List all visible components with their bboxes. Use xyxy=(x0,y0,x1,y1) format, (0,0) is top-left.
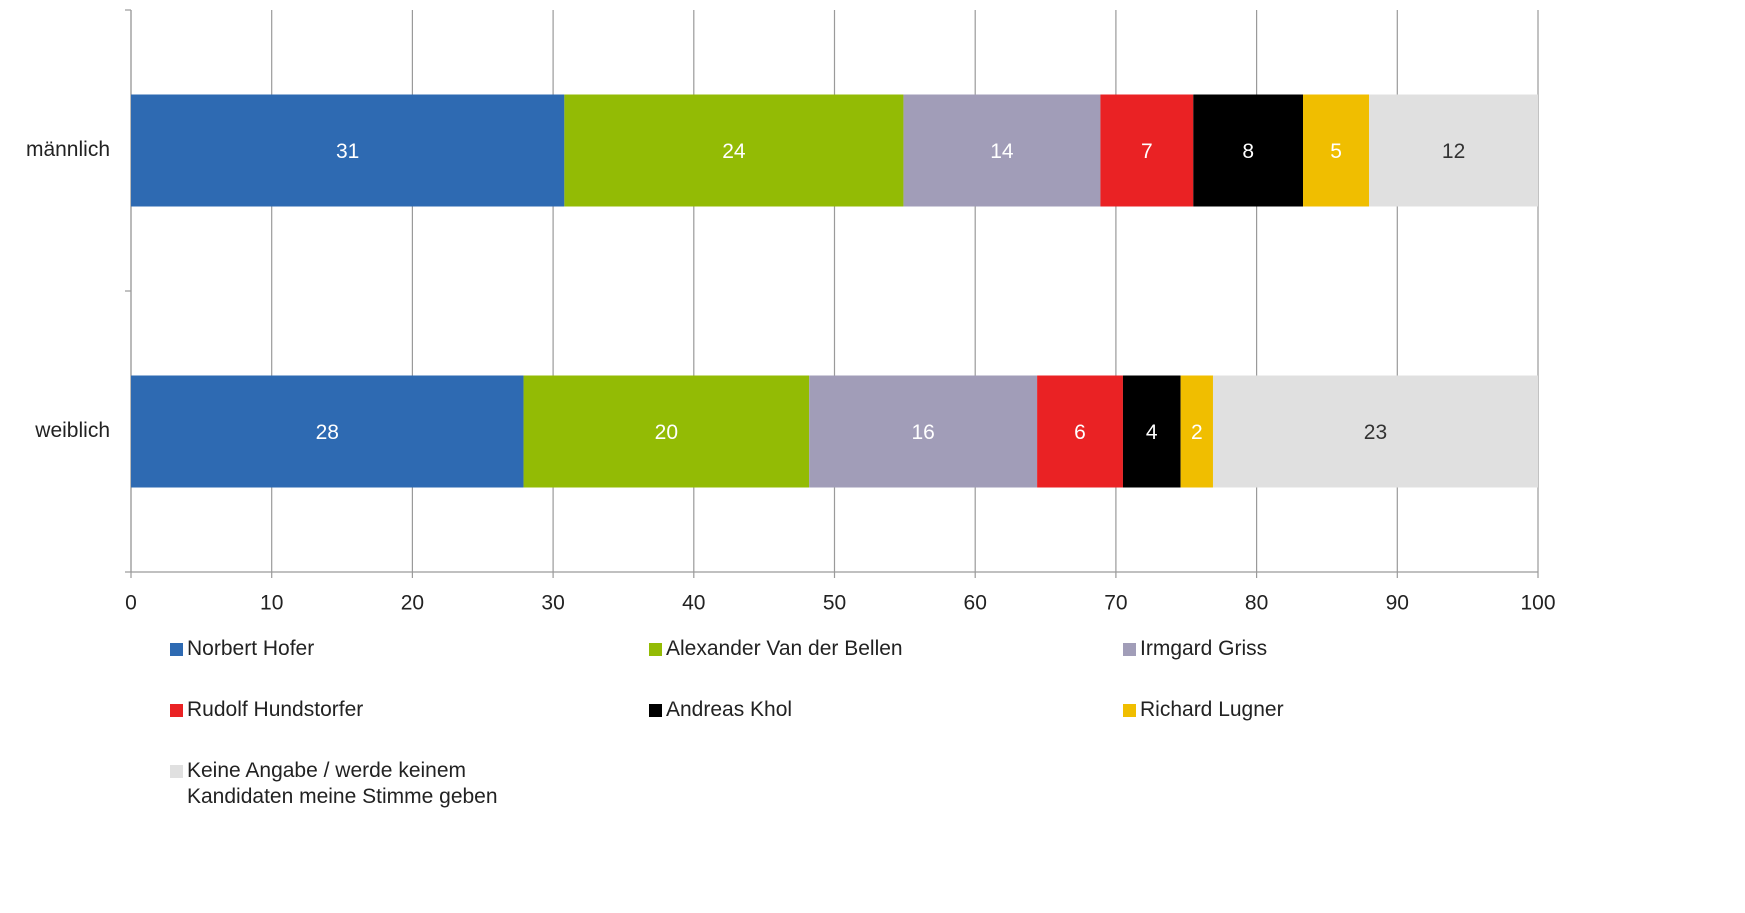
bar-segment xyxy=(523,375,810,488)
bar-segment xyxy=(1100,94,1194,207)
bar-segment xyxy=(1037,375,1123,488)
legend-item: Irmgard Griss xyxy=(1123,636,1483,662)
value-label: 20 xyxy=(655,421,678,444)
legend-swatch xyxy=(1123,643,1136,656)
legend-swatch xyxy=(1123,704,1136,717)
legend-label: Andreas Khol xyxy=(666,698,793,721)
bar-segment xyxy=(1303,94,1370,207)
value-label: 12 xyxy=(1442,140,1465,163)
x-tick-label: 20 xyxy=(401,592,424,615)
x-tick-label: 60 xyxy=(964,592,987,615)
bar-segment xyxy=(903,94,1101,207)
y-tick-label: männlich xyxy=(26,138,110,161)
x-tick-label: 70 xyxy=(1104,592,1127,615)
x-tick-label: 10 xyxy=(260,592,283,615)
x-tick-label: 0 xyxy=(125,592,137,615)
legend-swatch xyxy=(649,643,662,656)
value-label: 4 xyxy=(1146,421,1158,444)
legend-item: Andreas Khol xyxy=(649,697,1123,723)
legend-item: Keine Angabe / werde keinem Kandidaten m… xyxy=(170,758,649,810)
value-label: 2 xyxy=(1191,421,1203,444)
legend-item: Rudolf Hundstorfer xyxy=(170,697,649,723)
legend-item: Richard Lugner xyxy=(1123,697,1483,723)
x-tick-label: 90 xyxy=(1386,592,1409,615)
x-tick-label: 40 xyxy=(682,592,705,615)
value-label: 31 xyxy=(336,140,359,163)
bar-segment xyxy=(1369,94,1538,207)
value-label: 16 xyxy=(911,421,934,444)
x-tick-label: 50 xyxy=(823,592,846,615)
bar-segment xyxy=(1193,94,1304,207)
x-tick-label: 100 xyxy=(1520,592,1555,615)
legend-label: Irmgard Griss xyxy=(1140,637,1268,660)
value-label: 7 xyxy=(1141,140,1153,163)
value-label: 14 xyxy=(990,140,1014,163)
legend-swatch xyxy=(170,765,183,778)
value-label: 6 xyxy=(1074,421,1086,444)
legend-label: Keine Angabe / werde keinem Kandidaten m… xyxy=(187,759,498,808)
value-label: 8 xyxy=(1242,140,1254,163)
legend-label: Norbert Hofer xyxy=(187,637,315,660)
legend: Norbert Hofer Alexander Van der Bellen Irm… xyxy=(170,636,1483,810)
legend-label: Alexander Van der Bellen xyxy=(666,637,903,660)
legend-swatch xyxy=(649,704,662,717)
bar-segment xyxy=(131,375,524,488)
bar-segment xyxy=(564,94,904,207)
legend-item: Alexander Van der Bellen xyxy=(649,636,1123,662)
value-label: 23 xyxy=(1364,421,1387,444)
value-label: 5 xyxy=(1330,140,1342,163)
value-label: 24 xyxy=(722,140,746,163)
legend-label: Richard Lugner xyxy=(1140,698,1284,721)
bar-segment xyxy=(1180,375,1213,488)
legend-swatch xyxy=(170,643,183,656)
legend-swatch xyxy=(170,704,183,717)
bar-segment xyxy=(1212,375,1538,488)
bar-segment xyxy=(1122,375,1181,488)
legend-label: Rudolf Hundstorfer xyxy=(187,698,364,721)
bar-segment xyxy=(131,94,565,207)
x-tick-label: 80 xyxy=(1245,592,1268,615)
value-label: 28 xyxy=(316,421,339,444)
bar-segment xyxy=(809,375,1038,488)
x-tick-label: 30 xyxy=(541,592,564,615)
legend-item: Norbert Hofer xyxy=(170,636,649,662)
y-tick-label: weiblich xyxy=(34,419,110,442)
